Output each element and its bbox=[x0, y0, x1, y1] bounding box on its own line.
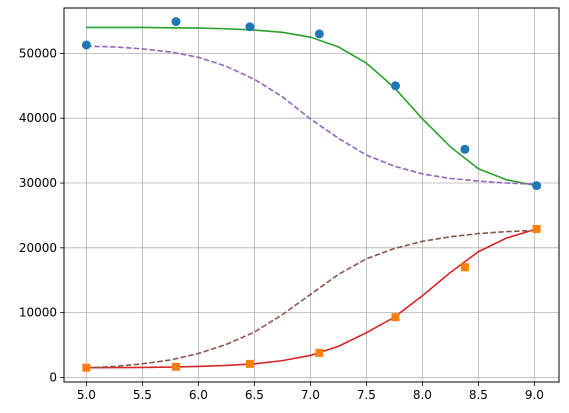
y-tick-label: 30000 bbox=[19, 176, 57, 190]
x-tick-label: 6.5 bbox=[245, 388, 264, 402]
x-tick-label: 6.0 bbox=[189, 388, 208, 402]
series-1-point bbox=[532, 225, 541, 234]
grid bbox=[64, 8, 559, 382]
y-tick-label: 20000 bbox=[19, 241, 57, 255]
series-0-point bbox=[314, 29, 324, 39]
series-1-point bbox=[171, 362, 180, 371]
y-tick-label: 40000 bbox=[19, 111, 57, 125]
y-tick-label: 0 bbox=[49, 370, 57, 384]
series-5-line bbox=[86, 229, 537, 369]
x-axis: 5.0 5.5 6.0 6.5 7.0 7.5 8.0 8.5 9.0 bbox=[77, 382, 544, 402]
series-lines bbox=[86, 26, 537, 369]
series-3-line bbox=[86, 228, 537, 369]
y-axis: 0 10000 20000 30000 40000 50000 bbox=[19, 46, 64, 384]
series-2-line bbox=[86, 26, 537, 187]
x-tick-label: 8.5 bbox=[469, 388, 488, 402]
series-1-point bbox=[82, 363, 91, 372]
x-tick-label: 7.5 bbox=[357, 388, 376, 402]
series-1-point bbox=[460, 263, 469, 272]
x-tick-label: 7.0 bbox=[301, 388, 320, 402]
y-tick-label: 50000 bbox=[19, 46, 57, 60]
series-0-point bbox=[171, 17, 181, 27]
y-tick-label: 10000 bbox=[19, 306, 57, 320]
series-1-point bbox=[245, 359, 254, 368]
series-4-line bbox=[86, 45, 537, 186]
x-tick-label: 5.5 bbox=[133, 388, 152, 402]
series-1-point bbox=[315, 348, 324, 357]
series-0-point bbox=[460, 144, 470, 154]
x-tick-label: 5.0 bbox=[77, 388, 96, 402]
x-tick-label: 9.0 bbox=[525, 388, 544, 402]
plot-frame bbox=[63, 7, 560, 383]
series-0-point bbox=[81, 40, 91, 50]
x-tick-label: 8.0 bbox=[413, 388, 432, 402]
series-0-point bbox=[532, 181, 542, 191]
series-1-point bbox=[391, 313, 400, 322]
series-points bbox=[81, 17, 542, 372]
series-0-point bbox=[390, 81, 400, 91]
series-0-point bbox=[245, 22, 255, 32]
